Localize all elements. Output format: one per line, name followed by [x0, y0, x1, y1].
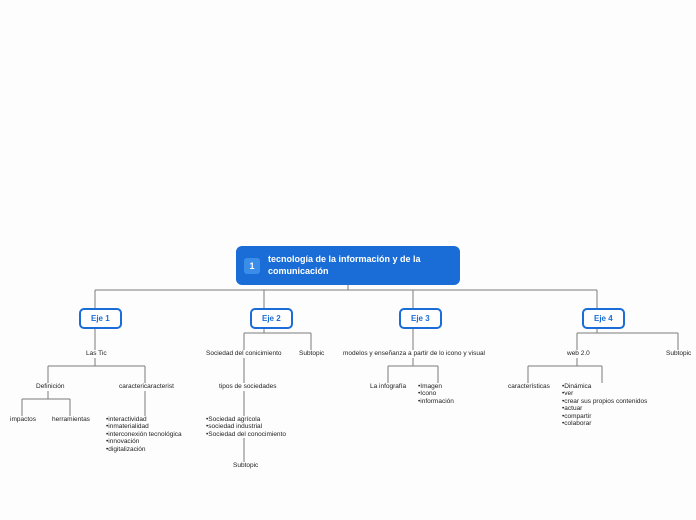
bullet-list: Dinámicavercrear sus propios contenidosa… [562, 383, 647, 428]
bullet-list: ImagenIconoinformación [418, 383, 454, 405]
node-label: caractericaracterist [119, 383, 174, 390]
node-label: Sociedad del conicimiento [206, 350, 282, 357]
node-label: Subtopic [299, 350, 324, 357]
eje-box-4[interactable]: Eje 4 [582, 308, 625, 329]
node-label: Subtopic [233, 462, 258, 469]
node-label: web 2.0 [567, 350, 590, 357]
node-label: modelos y enseñanza a partir de lo icono… [343, 350, 485, 357]
eje-box-3[interactable]: Eje 3 [399, 308, 442, 329]
eje-box-2[interactable]: Eje 2 [250, 308, 293, 329]
eje-box-1[interactable]: Eje 1 [79, 308, 122, 329]
bullet-list: Sociedad agrícolasociedad industrialSoci… [206, 416, 286, 438]
root-title: tecnología de la información y de la com… [268, 254, 448, 277]
node-label: impactos [10, 416, 36, 423]
root-number-badge: 1 [244, 258, 260, 274]
node-label: Definición [36, 383, 65, 390]
root-node[interactable]: 1 tecnología de la información y de la c… [236, 246, 460, 285]
node-label: herramientas [52, 416, 90, 423]
node-label: Subtopic [666, 350, 691, 357]
node-label: Las Tic [86, 350, 107, 357]
node-label: tipos de sociedades [219, 383, 276, 390]
node-label: La infografía [370, 383, 406, 390]
bullet-list: interactividadinmaterialidadinterconexió… [106, 416, 182, 453]
node-label: características [508, 383, 550, 390]
